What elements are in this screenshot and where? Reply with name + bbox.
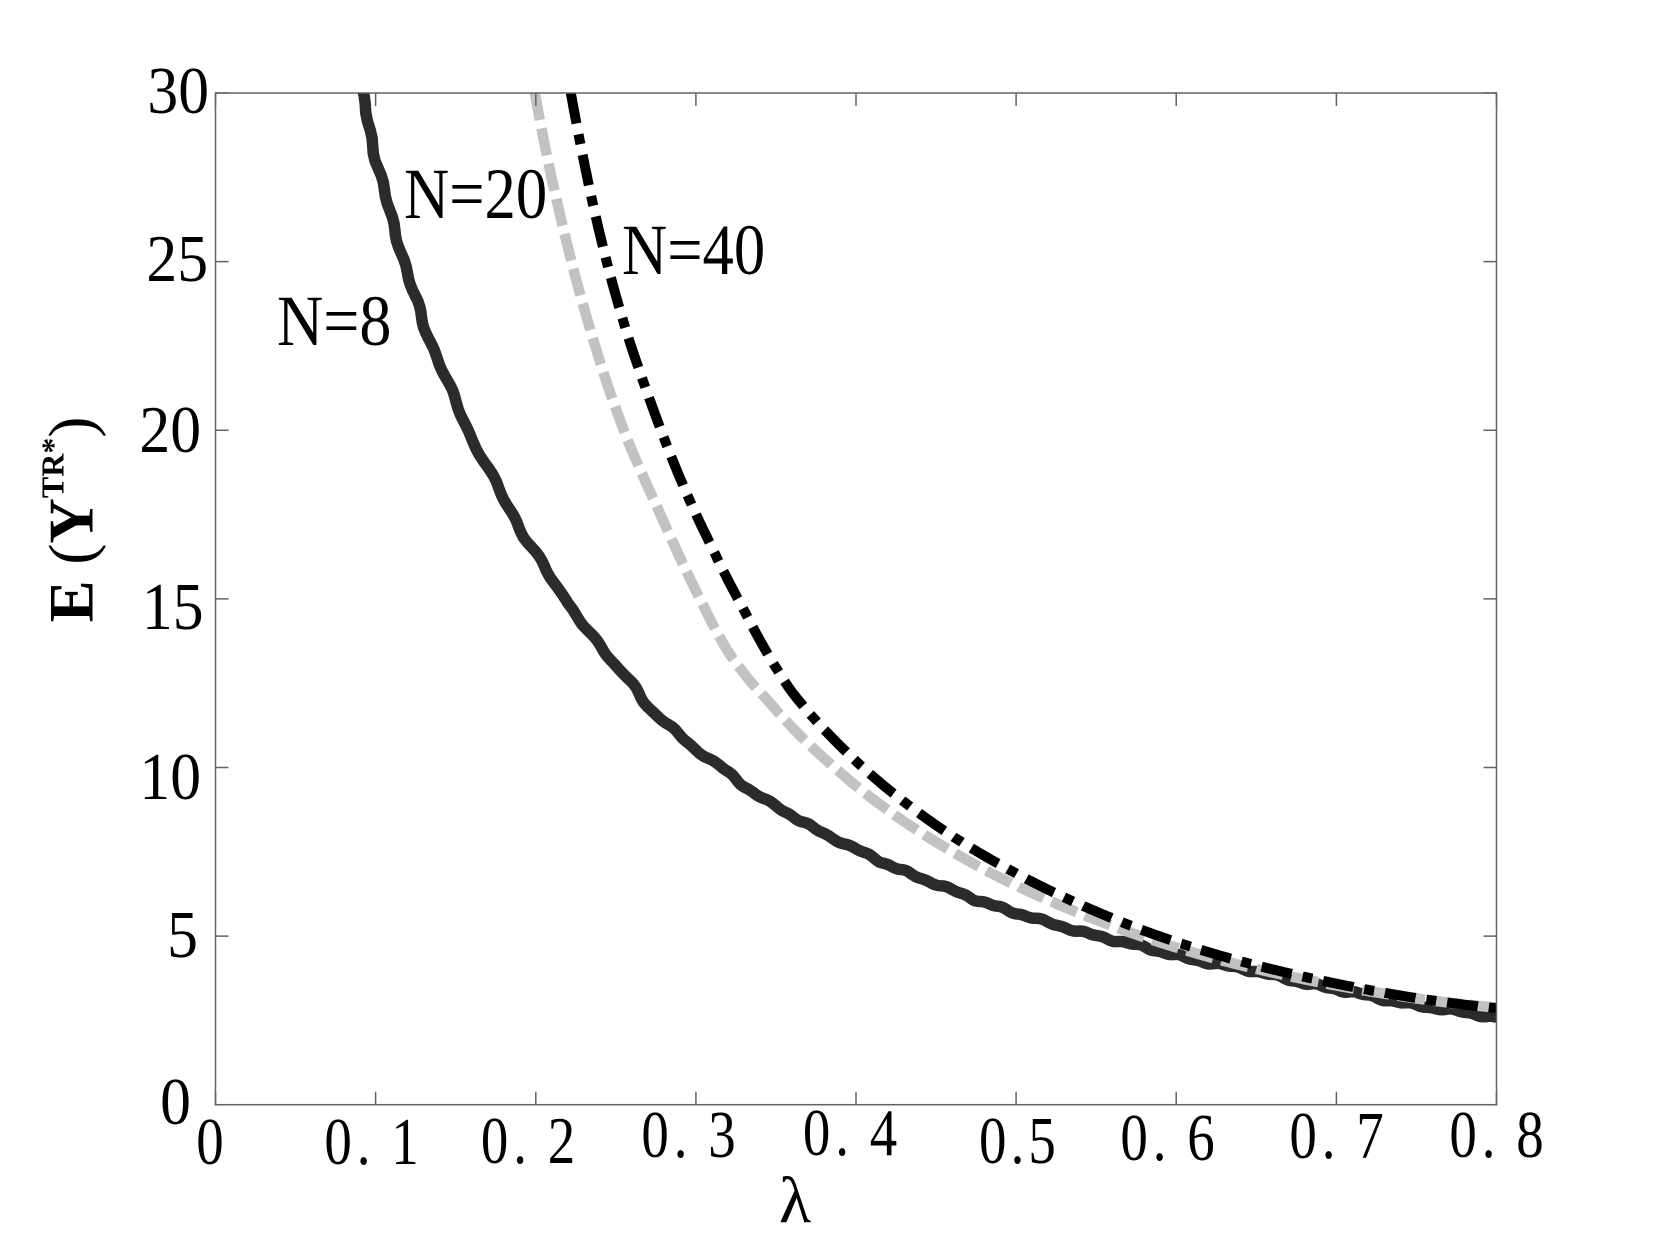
svg-text:0: 0 bbox=[160, 1065, 191, 1139]
svg-text:0. 1: 0. 1 bbox=[324, 1105, 423, 1179]
svg-text:0. 3: 0. 3 bbox=[641, 1098, 740, 1172]
svg-text:30: 30 bbox=[147, 54, 209, 128]
svg-text:5: 5 bbox=[167, 898, 198, 972]
svg-text:15: 15 bbox=[142, 570, 204, 644]
svg-text:0. 7: 0. 7 bbox=[1289, 1099, 1388, 1173]
svg-text:0: 0 bbox=[196, 1105, 223, 1179]
svg-text:0. 6: 0. 6 bbox=[1120, 1101, 1219, 1175]
svg-text:N=20: N=20 bbox=[404, 154, 547, 234]
svg-text:N=8: N=8 bbox=[277, 281, 391, 361]
svg-text:N=40: N=40 bbox=[622, 210, 765, 290]
svg-text:0.5: 0.5 bbox=[979, 1104, 1060, 1178]
svg-text:λ: λ bbox=[779, 1164, 811, 1237]
svg-text:10: 10 bbox=[139, 740, 201, 814]
svg-text:25: 25 bbox=[146, 222, 208, 296]
svg-text:20: 20 bbox=[139, 393, 201, 467]
svg-text:0. 8: 0. 8 bbox=[1449, 1098, 1548, 1172]
svg-text:0. 2: 0. 2 bbox=[481, 1104, 580, 1178]
svg-text:0. 4: 0. 4 bbox=[803, 1096, 902, 1170]
